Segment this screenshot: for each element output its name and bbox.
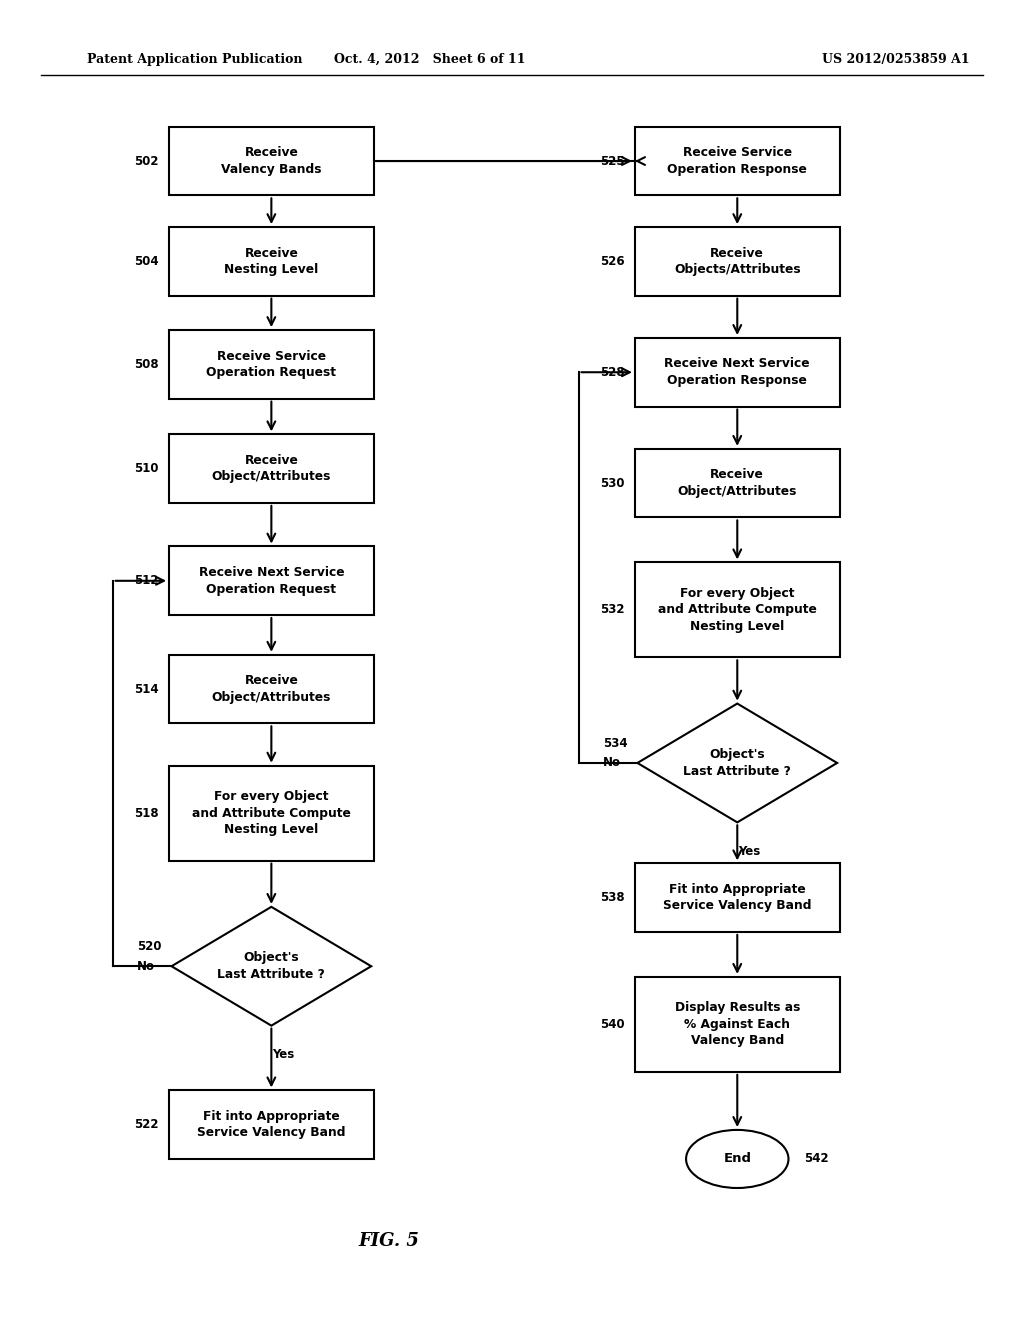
Text: Fit into Appropriate
Service Valency Band: Fit into Appropriate Service Valency Ban… <box>663 883 812 912</box>
Bar <box>169 127 374 195</box>
Bar <box>169 546 374 615</box>
Text: 530: 530 <box>600 477 625 490</box>
Text: Receive
Object/Attributes: Receive Object/Attributes <box>678 469 797 498</box>
Text: FIG. 5: FIG. 5 <box>358 1232 420 1250</box>
Text: 528: 528 <box>600 366 625 379</box>
Bar <box>635 449 840 517</box>
Text: US 2012/0253859 A1: US 2012/0253859 A1 <box>822 53 970 66</box>
Polygon shape <box>637 704 838 822</box>
Text: Receive Service
Operation Request: Receive Service Operation Request <box>207 350 336 379</box>
Text: 534: 534 <box>602 737 627 750</box>
Text: Receive Next Service
Operation Response: Receive Next Service Operation Response <box>665 358 810 387</box>
Text: Object's
Last Attribute ?: Object's Last Attribute ? <box>217 952 326 981</box>
Bar <box>635 977 840 1072</box>
Text: 532: 532 <box>600 603 625 616</box>
Text: Receive
Object/Attributes: Receive Object/Attributes <box>212 454 331 483</box>
Bar <box>635 863 840 932</box>
Text: 522: 522 <box>134 1118 159 1131</box>
Text: 508: 508 <box>134 358 159 371</box>
Bar <box>169 434 374 503</box>
Bar <box>169 227 374 296</box>
Text: Object's
Last Attribute ?: Object's Last Attribute ? <box>683 748 792 777</box>
Bar <box>169 330 374 399</box>
Text: Fit into Appropriate
Service Valency Band: Fit into Appropriate Service Valency Ban… <box>197 1110 346 1139</box>
Text: Receive
Valency Bands: Receive Valency Bands <box>221 147 322 176</box>
Bar <box>169 1090 374 1159</box>
Text: Display Results as
% Against Each
Valency Band: Display Results as % Against Each Valenc… <box>675 1002 800 1047</box>
Text: Receive
Nesting Level: Receive Nesting Level <box>224 247 318 276</box>
Text: Yes: Yes <box>738 845 761 858</box>
Bar <box>169 766 374 861</box>
Text: 538: 538 <box>600 891 625 904</box>
Text: 510: 510 <box>134 462 159 475</box>
Text: 514: 514 <box>134 682 159 696</box>
Bar <box>635 562 840 657</box>
Text: Receive
Object/Attributes: Receive Object/Attributes <box>212 675 331 704</box>
Text: No: No <box>603 756 621 770</box>
Text: End: End <box>723 1152 752 1166</box>
Text: 542: 542 <box>804 1152 828 1166</box>
Text: 520: 520 <box>137 940 162 953</box>
Text: Receive Service
Operation Response: Receive Service Operation Response <box>668 147 807 176</box>
Polygon shape <box>172 907 372 1026</box>
Text: 512: 512 <box>134 574 159 587</box>
Text: 504: 504 <box>134 255 159 268</box>
Text: 540: 540 <box>600 1018 625 1031</box>
Text: Yes: Yes <box>272 1048 295 1061</box>
Bar <box>635 227 840 296</box>
Text: 526: 526 <box>600 255 625 268</box>
Text: 518: 518 <box>134 807 159 820</box>
Text: 502: 502 <box>134 154 159 168</box>
Ellipse shape <box>686 1130 788 1188</box>
Text: For every Object
and Attribute Compute
Nesting Level: For every Object and Attribute Compute N… <box>191 791 351 836</box>
Text: Receive Next Service
Operation Request: Receive Next Service Operation Request <box>199 566 344 595</box>
Text: For every Object
and Attribute Compute
Nesting Level: For every Object and Attribute Compute N… <box>657 587 817 632</box>
Bar <box>635 127 840 195</box>
Bar <box>635 338 840 407</box>
Bar <box>169 655 374 723</box>
Text: No: No <box>137 960 155 973</box>
Text: Oct. 4, 2012   Sheet 6 of 11: Oct. 4, 2012 Sheet 6 of 11 <box>334 53 526 66</box>
Text: Receive
Objects/Attributes: Receive Objects/Attributes <box>674 247 801 276</box>
Text: 525: 525 <box>600 154 625 168</box>
Text: Patent Application Publication: Patent Application Publication <box>87 53 302 66</box>
